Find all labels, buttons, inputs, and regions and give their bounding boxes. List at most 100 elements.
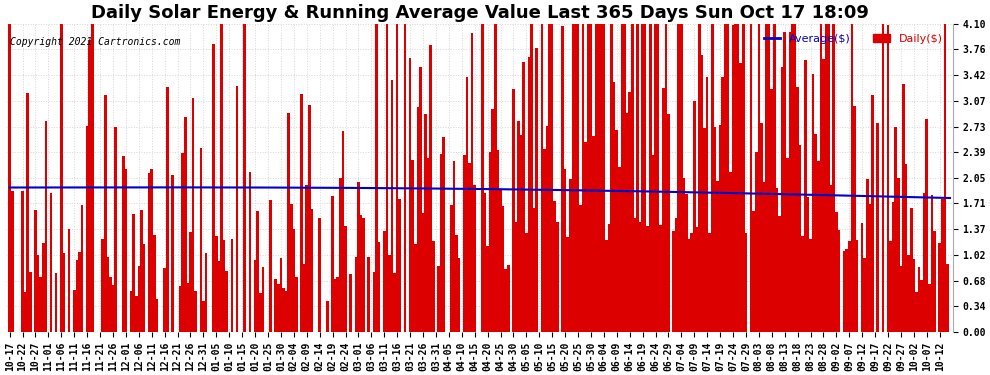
Bar	[107, 257, 109, 332]
Bar	[465, 77, 468, 332]
Bar	[125, 169, 127, 332]
Bar	[171, 175, 173, 332]
Bar	[550, 24, 553, 332]
Bar	[290, 204, 292, 332]
Bar	[644, 24, 646, 332]
Bar	[548, 24, 550, 332]
Bar	[838, 230, 841, 332]
Bar	[905, 164, 908, 332]
Bar	[597, 24, 600, 332]
Bar	[752, 211, 755, 332]
Bar	[73, 290, 75, 332]
Bar	[744, 233, 747, 332]
Bar	[926, 119, 928, 332]
Bar	[895, 127, 897, 332]
Bar	[181, 153, 184, 332]
Bar	[561, 26, 563, 332]
Bar	[680, 24, 683, 332]
Bar	[481, 24, 484, 332]
Bar	[138, 266, 141, 332]
Bar	[608, 224, 610, 332]
Bar	[688, 239, 690, 332]
Bar	[274, 279, 277, 332]
Bar	[523, 62, 525, 332]
Bar	[200, 148, 202, 332]
Bar	[236, 86, 239, 332]
Bar	[531, 24, 533, 332]
Bar	[732, 25, 735, 332]
Bar	[109, 277, 112, 332]
Bar	[778, 216, 781, 332]
Bar	[515, 222, 518, 332]
Bar	[918, 267, 921, 332]
Bar	[621, 24, 624, 332]
Bar	[383, 231, 385, 332]
Bar	[651, 154, 654, 332]
Bar	[637, 24, 639, 332]
Bar	[541, 24, 544, 332]
Bar	[62, 253, 65, 332]
Bar	[179, 286, 181, 332]
Bar	[853, 106, 855, 332]
Bar	[740, 63, 742, 332]
Bar	[187, 283, 189, 332]
Bar	[88, 40, 91, 332]
Bar	[332, 195, 334, 332]
Bar	[737, 24, 740, 332]
Bar	[279, 258, 282, 332]
Bar	[724, 24, 727, 332]
Bar	[809, 239, 812, 332]
Bar	[755, 152, 757, 332]
Bar	[306, 185, 308, 332]
Bar	[716, 181, 719, 332]
Bar	[463, 155, 465, 332]
Bar	[579, 205, 582, 332]
Bar	[656, 24, 659, 332]
Bar	[605, 240, 608, 332]
Bar	[762, 182, 765, 332]
Bar	[525, 233, 528, 332]
Bar	[868, 204, 871, 332]
Bar	[783, 32, 786, 332]
Bar	[631, 24, 634, 332]
Bar	[303, 264, 306, 332]
Bar	[218, 261, 220, 332]
Bar	[50, 193, 52, 332]
Bar	[287, 112, 290, 332]
Bar	[616, 130, 618, 332]
Bar	[319, 217, 321, 332]
Bar	[940, 199, 943, 332]
Bar	[354, 256, 357, 332]
Bar	[337, 277, 339, 332]
Bar	[367, 257, 370, 332]
Bar	[850, 24, 853, 332]
Bar	[385, 24, 388, 332]
Bar	[848, 242, 850, 332]
Bar	[494, 24, 497, 332]
Bar	[21, 190, 24, 332]
Bar	[143, 244, 146, 332]
Bar	[677, 24, 680, 332]
Bar	[497, 150, 499, 332]
Bar	[626, 114, 629, 332]
Bar	[372, 272, 375, 332]
Bar	[135, 296, 138, 332]
Bar	[822, 59, 825, 332]
Bar	[835, 212, 838, 332]
Bar	[672, 231, 675, 332]
Bar	[646, 226, 649, 332]
Bar	[571, 24, 574, 332]
Bar	[349, 274, 352, 332]
Bar	[696, 227, 698, 332]
Bar	[544, 149, 545, 332]
Bar	[231, 239, 233, 332]
Bar	[887, 25, 889, 332]
Bar	[863, 258, 866, 332]
Bar	[430, 45, 432, 332]
Bar	[91, 24, 94, 332]
Bar	[556, 222, 558, 332]
Bar	[934, 231, 936, 332]
Bar	[427, 158, 430, 332]
Bar	[812, 74, 815, 332]
Bar	[101, 239, 104, 332]
